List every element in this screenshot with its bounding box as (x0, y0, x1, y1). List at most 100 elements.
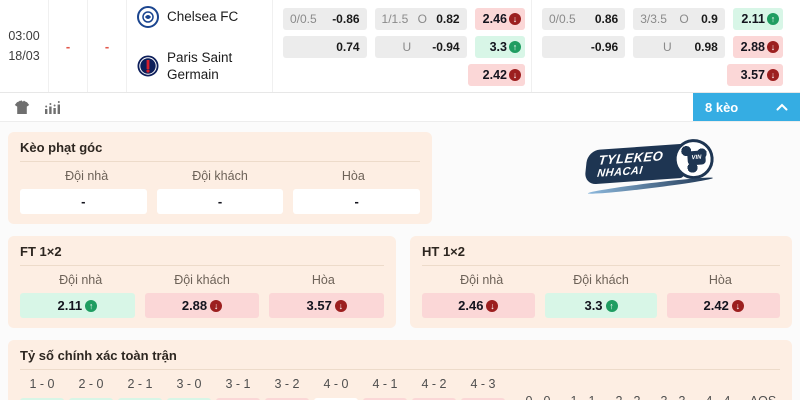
x12-odds-cell[interactable]: 3.3 ↑ (544, 293, 658, 318)
score-header: 1 - 0 (29, 377, 55, 391)
score-odds-cell[interactable]: 7.4↑ (118, 398, 162, 400)
trend-down-icon: ↓ (508, 13, 521, 25)
match-date: 18/03 (8, 49, 40, 63)
x12-odds-cell-value: 2.46 (458, 298, 484, 313)
score-column: 3 - 113.5↓23↓ (216, 376, 260, 400)
keo-count-button[interactable]: 8 kèo (693, 93, 800, 121)
trend-down-icon: ↓ (486, 299, 499, 312)
home-team-name: Chelsea FC (167, 9, 239, 25)
corner-odds-section: Kèo phạt góc Đội nhà Đội khách Hòa --- (8, 132, 432, 224)
x12-odds-cell[interactable]: 3.57 ↓ (269, 293, 385, 318)
ht-section-title: HT 1×2 (422, 244, 780, 266)
score-odds-cell[interactable]: 10↑ (20, 398, 64, 400)
teams-cell: Chelsea FC Paris Saint Germain (127, 0, 273, 92)
score-draw-grid: 0 - 018↑ 1 - 16.4↑ 2 - 210.5↓ 3 - 339↓ 4 - 4… (518, 393, 783, 400)
score-main-grid: 1 - 010↑13.5↑2 - 012↑20↑2 - 17.4↑103 - 0… (20, 376, 505, 400)
brand-banner: TYLEKEO NHACAI (584, 143, 688, 185)
score-odds-cell[interactable]: 33↓ (363, 398, 407, 400)
handicap-home-odds: 0.86 (594, 12, 619, 26)
stats-icon[interactable] (44, 100, 62, 115)
over-odds-cell[interactable]: 3/3.5 O 0.9 (633, 8, 725, 30)
corner-odds-cell[interactable]: - (156, 189, 284, 214)
handicap-away-cell[interactable]: -0.96 (542, 36, 626, 58)
score-odds-cell[interactable]: 21↑ (167, 398, 211, 400)
x12-odds-cell[interactable]: 2.42 ↓ (667, 293, 781, 318)
score-odds-cell[interactable]: 18↓ (265, 398, 309, 400)
trend-up-icon: ↑ (508, 41, 521, 53)
score-odds-cell[interactable]: 13.5↓ (216, 398, 260, 400)
over-odds-cell[interactable]: 1/1.5 O 0.82 (374, 8, 467, 30)
draw-score-column: 2 - 210.5↓ (608, 393, 648, 400)
score-header: 4 - 0 (323, 377, 349, 391)
away-team-row[interactable]: Paris Saint Germain (137, 49, 270, 84)
brand-badge: VIN (687, 150, 707, 166)
x12-draw-odds[interactable]: 2.88 ↓ (732, 36, 783, 58)
x12-odds-cell-value: 3.57 (306, 298, 332, 313)
x12-away-odds[interactable]: 3.57 ↓ (726, 64, 783, 86)
score-header: 4 - 3 (470, 377, 496, 391)
home-team-row[interactable]: Chelsea FC (137, 6, 270, 28)
x12-odds-cell[interactable]: 2.11 ↑ (20, 293, 135, 318)
score-header: 4 - 2 (421, 377, 447, 391)
score-home: - (49, 0, 88, 92)
score-column: 4 - 133↓74↓ (363, 376, 407, 400)
corner-odds-cell[interactable]: - (293, 189, 421, 214)
score-column: 3 - 021↑47↓ (167, 376, 211, 400)
under-odds-cell[interactable]: U 0.98 (633, 36, 725, 58)
score-header: 3 - 1 (225, 377, 251, 391)
over-label: O (417, 12, 427, 26)
x12-home-odds[interactable]: 2.46 ↓ (474, 8, 525, 30)
trend-down-icon: ↓ (334, 299, 347, 312)
keo-count-label: 8 kèo (705, 99, 739, 115)
corner-odds-cell[interactable]: - (20, 189, 147, 214)
ou-line: 1/1.5 (381, 12, 409, 26)
content-area: Kèo phạt góc Đội nhà Đội khách Hòa --- TYL… (0, 122, 800, 400)
score-header: 4 - 1 (372, 377, 398, 391)
odds-group-1: 0/0.5 -0.86 1/1.5 O 0.82 2.46 ↓ 0.74 U -0.94 3.3 ↑ 2… (273, 0, 531, 92)
x12-home-odds-value: 2.11 (741, 12, 765, 26)
score-odds-cell[interactable]: 12↑ (69, 398, 113, 400)
column-header: Đội nhà (460, 273, 504, 287)
x12-odds-cell[interactable]: 2.88 ↓ (144, 293, 260, 318)
trend-down-icon: ↓ (767, 69, 779, 81)
jersey-icon[interactable] (14, 99, 30, 115)
score-column: 3 - 218↓24↓ (265, 376, 309, 400)
handicap-home-odds: -0.86 (332, 12, 360, 26)
ht-1x2-section: HT 1×2 Đội nhà Đội khách Hòa 2.46 ↓ 3.3 ↑ 2.42… (410, 236, 792, 328)
odds-group-2: 0/0.5 0.86 3/3.5 O 0.9 2.11 ↑ -0.96 U 0.98 2.88 ↓ 3.… (531, 0, 789, 92)
column-header: Đội khách (573, 273, 629, 287)
score-header: 3 - 0 (176, 377, 202, 391)
score-column: 4 - 384↓119↓ (461, 376, 505, 400)
x12-draw-odds[interactable]: 3.3 ↑ (474, 36, 525, 58)
handicap-line-cell[interactable]: 0/0.5 -0.86 (283, 8, 367, 30)
draw-score-column: AOS16 (743, 393, 783, 400)
toolbar: 8 kèo (0, 93, 800, 122)
x12-home-odds[interactable]: 2.11 ↑ (732, 8, 783, 30)
score-header: 0 - 0 (518, 393, 558, 400)
column-header: Hòa (708, 273, 732, 287)
correct-score-section: Tỷ số chính xác toàn trận 1 - 010↑13.5↑2… (8, 340, 792, 400)
match-row: 03:00 18/03 - - Chelsea FC Paris Saint G… (0, 0, 800, 93)
score-odds-cell[interactable]: 43↓ (412, 398, 456, 400)
x12-odds-cell-value: 2.11 (57, 298, 83, 313)
score-odds-cell[interactable]: 49 (314, 398, 358, 400)
under-label: U (402, 40, 412, 54)
under-odds-cell[interactable]: U -0.94 (374, 36, 467, 58)
column-header: Đội khách (174, 273, 230, 287)
handicap-line-cell[interactable]: 0/0.5 0.86 (542, 8, 626, 30)
column-header: Hòa (311, 273, 335, 287)
column-header: Đội nhà (65, 169, 109, 183)
score-column: 4 - 049139↓ (314, 376, 358, 400)
handicap-away-cell[interactable]: 0.74 (283, 36, 367, 58)
tylekeo-nhacai-logo: TYLEKEO NHACAI VIN (584, 137, 719, 196)
score-header: 2 - 1 (127, 377, 153, 391)
score-odds-cell[interactable]: 84↓ (461, 398, 505, 400)
score-header: AOS (743, 393, 783, 400)
draw-score-column: 4 - 4244↓ (698, 393, 738, 400)
chevron-up-icon (776, 103, 788, 111)
x12-away-odds-value: 2.42 (482, 68, 507, 82)
trend-down-icon: ↓ (731, 299, 744, 312)
x12-odds-cell[interactable]: 2.46 ↓ (422, 293, 535, 318)
x12-away-odds[interactable]: 2.42 ↓ (468, 64, 525, 86)
score-header: 3 - 2 (274, 377, 300, 391)
